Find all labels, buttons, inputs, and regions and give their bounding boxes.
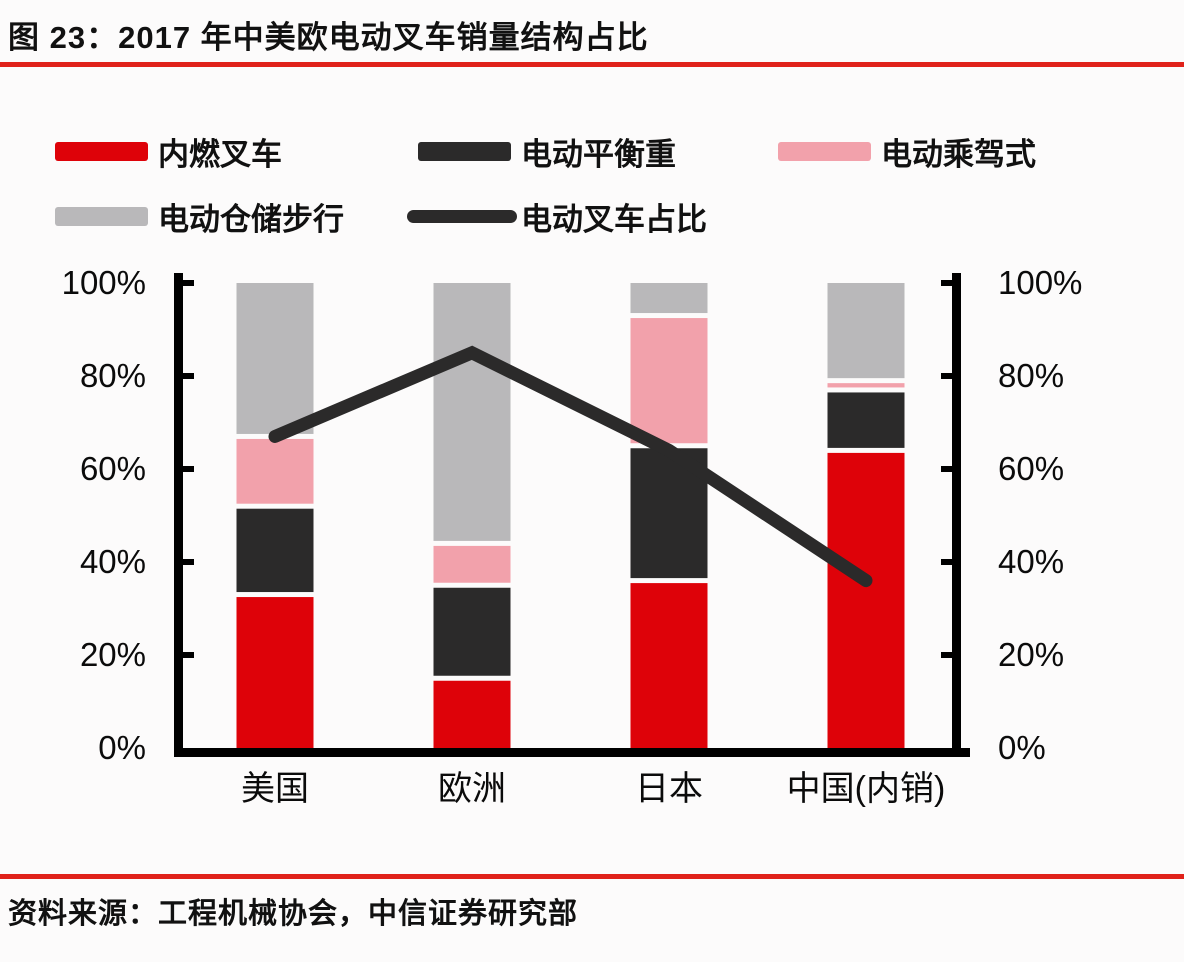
legend-item: 内燃叉车 xyxy=(55,133,282,172)
legend-color-swatch xyxy=(418,141,511,161)
y-axis-tick xyxy=(183,466,194,472)
bar-segment xyxy=(236,508,314,593)
figure-title: 图 23：2017 年中美欧电动叉车销量结构占比 xyxy=(8,20,649,55)
y-tick-label-left: 0% xyxy=(98,729,146,766)
bar-segment xyxy=(630,583,708,748)
y-axis-left xyxy=(174,273,183,757)
y-axis-right xyxy=(952,273,961,757)
y-tick-label-left: 20% xyxy=(80,636,146,673)
legend-color-swatch xyxy=(778,141,871,161)
x-category-label: 中国(内销) xyxy=(787,770,946,808)
bar-segment xyxy=(827,392,905,448)
y-tick-label-right: 60% xyxy=(998,450,1064,487)
legend-color-swatch xyxy=(55,141,148,161)
y-tick-label-left: 80% xyxy=(80,357,146,394)
bar-segment xyxy=(433,587,511,676)
x-category-label: 日本 xyxy=(635,770,703,808)
bar-segment xyxy=(827,383,905,388)
y-tick-label-right: 80% xyxy=(998,357,1064,394)
legend-item: 电动仓储步行 xyxy=(55,198,344,237)
y-tick-label-left: 100% xyxy=(62,264,146,301)
y-axis-tick xyxy=(941,466,952,472)
y-tick-label-left: 60% xyxy=(80,450,146,487)
y-tick-label-right: 0% xyxy=(998,729,1046,766)
legend-label: 电动叉车占比 xyxy=(521,201,707,237)
chart-canvas: 0% 0% 20% 20% 40% 40% 60% 60% 80% 80% 100% 100% 美国 欧洲… xyxy=(62,264,1083,808)
y-tick-label-right: 40% xyxy=(998,543,1064,580)
y-tick-label-left: 40% xyxy=(80,543,146,580)
source-note: 资料来源：工程机械协会，中信证券研究部 xyxy=(8,898,579,930)
bar-segment xyxy=(236,438,314,504)
bar-segment xyxy=(433,545,511,583)
bar-segment xyxy=(630,283,708,314)
y-axis-tick xyxy=(183,373,194,379)
bar-segment xyxy=(236,597,314,748)
y-axis-tick xyxy=(183,280,194,286)
title-rule xyxy=(0,62,1184,67)
legend-item: 电动乘驾式 xyxy=(778,133,1036,172)
y-axis-tick xyxy=(941,559,952,565)
x-category-label: 欧洲 xyxy=(438,770,506,808)
y-tick-label-right: 100% xyxy=(998,264,1082,301)
bar-segment xyxy=(433,680,511,748)
bar-segment xyxy=(433,283,511,541)
bar-segment xyxy=(827,283,905,379)
trend-line xyxy=(268,345,873,588)
legend-color-swatch xyxy=(55,206,148,226)
legend-item: 电动叉车占比 xyxy=(407,198,707,237)
bar-segment xyxy=(630,318,708,444)
stacked-bar-chart: 0% 0% 20% 20% 40% 40% 60% 60% 80% 80% 100% 100% 美国 欧洲… xyxy=(0,255,1184,820)
legend-label: 电动乘驾式 xyxy=(881,136,1036,172)
x-axis xyxy=(174,748,970,757)
y-axis-tick xyxy=(183,652,194,658)
y-axis-tick xyxy=(941,652,952,658)
y-axis-tick xyxy=(941,373,952,379)
y-tick-label-right: 20% xyxy=(998,636,1064,673)
bar-segment xyxy=(827,452,905,748)
footer-rule xyxy=(0,874,1184,879)
bar-segment xyxy=(236,283,314,434)
x-category-label: 美国 xyxy=(241,770,309,808)
y-axis-tick xyxy=(183,559,194,565)
legend-label: 电动平衡重 xyxy=(521,136,676,172)
legend-label: 内燃叉车 xyxy=(158,136,282,172)
legend-label: 电动仓储步行 xyxy=(158,201,344,237)
legend-item: 电动平衡重 xyxy=(418,133,676,172)
y-axis-tick xyxy=(941,280,952,286)
legend-line-swatch xyxy=(407,209,517,223)
